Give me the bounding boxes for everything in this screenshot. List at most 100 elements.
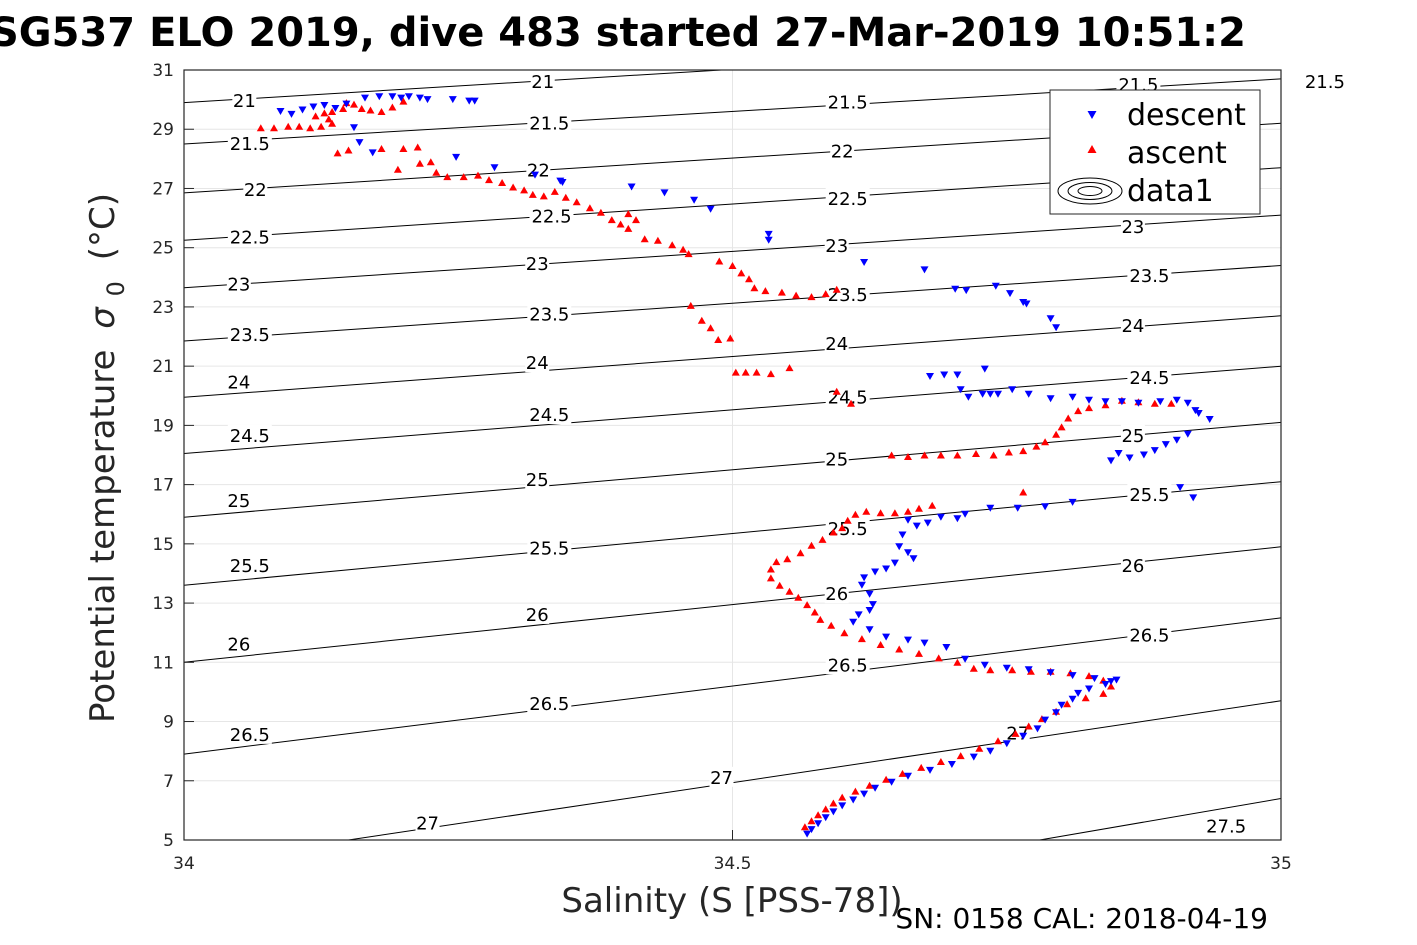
y-tick-label: 9 xyxy=(163,713,174,733)
ascent-point xyxy=(934,654,943,662)
contour-label-text: 26.5 xyxy=(529,694,569,715)
descent-point xyxy=(882,633,891,641)
descent-point xyxy=(865,590,874,598)
contour-label-text: 22.5 xyxy=(230,227,270,248)
descent-point xyxy=(404,93,413,101)
y-axis-label-text: Potential temperature xyxy=(83,350,123,723)
descent-point xyxy=(465,97,474,105)
contour-label-bg xyxy=(527,692,572,713)
contour-label: 21.5 xyxy=(1302,70,1347,93)
contour-label: 26 xyxy=(525,603,550,626)
contour-label-bg xyxy=(709,766,734,787)
chart-title: SG537 ELO 2019, dive 483 started 27-Mar-… xyxy=(0,10,1246,56)
ascent-point xyxy=(320,109,329,117)
ascent-point xyxy=(328,108,337,115)
descent-point xyxy=(298,106,307,114)
ascent-point xyxy=(807,817,816,825)
descent-point xyxy=(1046,669,1055,677)
contour-label: 23.5 xyxy=(227,324,272,346)
descent-point xyxy=(1150,447,1159,455)
contour-label-text: 26 xyxy=(1121,556,1144,577)
ascent-point xyxy=(915,504,923,512)
descent-point xyxy=(1002,740,1011,748)
descent-point xyxy=(1085,685,1093,693)
ascent-point xyxy=(684,250,693,258)
ascent-point xyxy=(728,262,737,269)
descent-point xyxy=(920,266,929,274)
ascent-point xyxy=(520,186,529,194)
descent-point xyxy=(912,522,921,530)
y-tick-label: 23 xyxy=(152,298,174,318)
legend: descent ascent data1 xyxy=(1049,89,1261,215)
y-tick-label: 17 xyxy=(152,476,174,496)
descent-point xyxy=(706,205,715,213)
descent-point xyxy=(1107,678,1115,686)
ascent-point xyxy=(840,629,849,637)
legend-descent-marker xyxy=(1087,111,1097,119)
contour-label-bg xyxy=(226,273,251,294)
ascent-point xyxy=(851,510,860,518)
descent-point xyxy=(558,179,567,186)
descent-point xyxy=(978,390,987,398)
y-tick-label: 31 xyxy=(152,61,174,81)
contour-label-bg xyxy=(415,812,440,833)
contour-label-bg xyxy=(525,603,550,624)
contour-label: 24 xyxy=(824,332,849,355)
ascent-point xyxy=(989,451,998,459)
ascent-point xyxy=(1081,694,1090,702)
contour-label: 27.5 xyxy=(1204,815,1249,838)
contour-label-text: 26 xyxy=(227,635,250,656)
ascent-point xyxy=(1004,448,1013,456)
contour-label-text: 26.5 xyxy=(230,725,270,746)
descent-point xyxy=(904,549,912,557)
descent-point xyxy=(1019,732,1028,740)
ascent-point xyxy=(1167,399,1176,407)
contour-label-bg xyxy=(824,235,849,256)
contour-label-bg xyxy=(232,90,257,111)
ascent-point xyxy=(474,171,482,179)
ascent-point xyxy=(485,176,493,184)
descent-point xyxy=(355,139,364,147)
ascent-point xyxy=(895,645,904,653)
descent-point xyxy=(1183,430,1192,438)
descent-point xyxy=(388,93,397,101)
ascent-point xyxy=(737,269,746,277)
contour-label: 26 xyxy=(824,583,849,605)
contour-label-bg xyxy=(529,205,574,226)
descent-point xyxy=(1205,416,1214,423)
descent-point xyxy=(1052,324,1061,332)
contour-label-text: 24 xyxy=(227,372,250,393)
descent-point xyxy=(849,796,858,804)
descent-point xyxy=(991,282,1000,290)
descent-point xyxy=(964,393,973,401)
ascent-point xyxy=(1024,722,1033,730)
descent-point xyxy=(1013,504,1022,512)
ascent-point xyxy=(344,146,353,154)
ascent-point xyxy=(882,775,891,783)
contour-label-bg xyxy=(830,140,855,161)
ascent-series xyxy=(256,97,1176,831)
ascent-point xyxy=(328,119,337,127)
legend-data1-label: data1 xyxy=(1127,174,1214,209)
ascent-point xyxy=(953,658,962,666)
descent-point xyxy=(423,96,432,104)
descent-point xyxy=(868,601,877,609)
descent-point xyxy=(1101,398,1110,406)
ascent-point xyxy=(832,285,841,293)
ascent-point xyxy=(1074,407,1083,415)
contour-label-bg xyxy=(1302,70,1347,91)
contour-label-bg xyxy=(1120,424,1145,445)
contour-line-25-5 xyxy=(183,481,1282,586)
contour-label-text: 24.5 xyxy=(828,387,868,408)
y-tick-label: 13 xyxy=(152,594,174,614)
ascent-point xyxy=(1063,700,1072,708)
descent-point xyxy=(1176,484,1185,492)
contour-label-bg xyxy=(527,404,572,425)
ascent-point xyxy=(1099,689,1108,697)
descent-point xyxy=(807,826,816,834)
ascent-point xyxy=(783,555,792,563)
ascent-point xyxy=(1107,682,1115,690)
contour-label-text: 25.5 xyxy=(1129,485,1169,506)
descent-point xyxy=(690,196,699,204)
y-tick-label: 27 xyxy=(152,179,174,199)
